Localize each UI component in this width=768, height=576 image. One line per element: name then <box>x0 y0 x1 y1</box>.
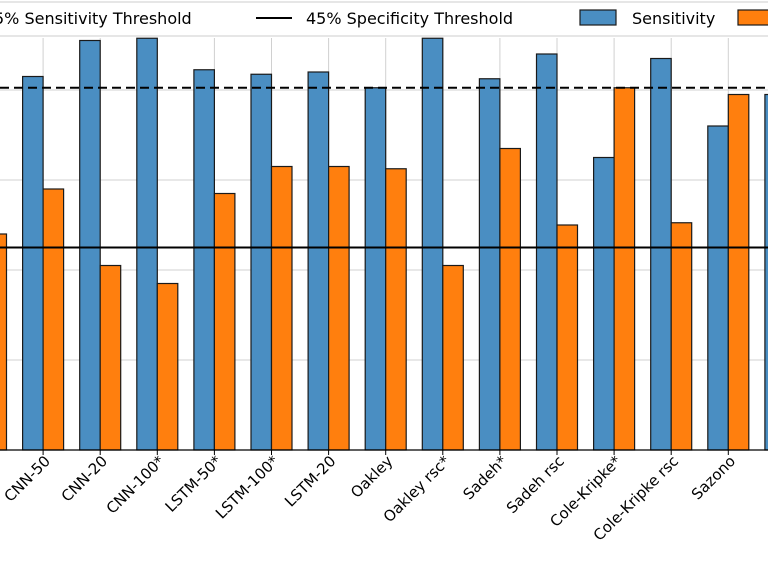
sensitivity-bar <box>592 156 615 451</box>
sensitivity-bar <box>250 73 273 451</box>
specificity-bar <box>499 147 521 451</box>
specificity-bar <box>670 222 693 451</box>
specificity-bar <box>0 233 8 451</box>
specificity-bar <box>613 87 636 451</box>
sensitivity-bar <box>136 37 158 451</box>
specificity-bar <box>328 165 350 451</box>
legend-label: Sensitivity <box>632 9 715 28</box>
specificity-bar <box>556 224 579 451</box>
threshold-lines <box>0 86 768 249</box>
sensitivity-bar <box>707 125 729 451</box>
sensitivity-bar <box>79 39 101 451</box>
legend-box <box>0 1 768 37</box>
specificity-bar <box>727 93 750 451</box>
bars <box>0 37 768 451</box>
sensitivity-bar <box>478 78 501 451</box>
legend-patch <box>579 9 617 26</box>
specificity-bar <box>213 192 236 451</box>
legend-patch <box>737 9 768 26</box>
sensitivity-bar <box>307 71 330 451</box>
specificity-bar <box>270 165 293 451</box>
sensitivity-bar <box>650 57 672 451</box>
specificity-bar <box>442 264 464 451</box>
specificity-bar <box>156 282 179 451</box>
legend-label: 5% Sensitivity Threshold <box>0 9 192 28</box>
sensitivity-bar <box>364 87 387 451</box>
sensitivity-bar <box>22 75 44 451</box>
specificity-bar <box>42 188 65 451</box>
sensitivity-bar <box>193 69 215 451</box>
legend-label: 45% Specificity Threshold <box>306 9 513 28</box>
specificity-bar <box>99 264 122 451</box>
sensitivity-bar <box>764 93 768 451</box>
sensitivity-bar <box>535 53 558 451</box>
sensitivity-bar <box>421 37 444 451</box>
legend: 5% Sensitivity Threshold 45% Specificity … <box>0 1 768 37</box>
specificity-bar <box>385 168 407 451</box>
